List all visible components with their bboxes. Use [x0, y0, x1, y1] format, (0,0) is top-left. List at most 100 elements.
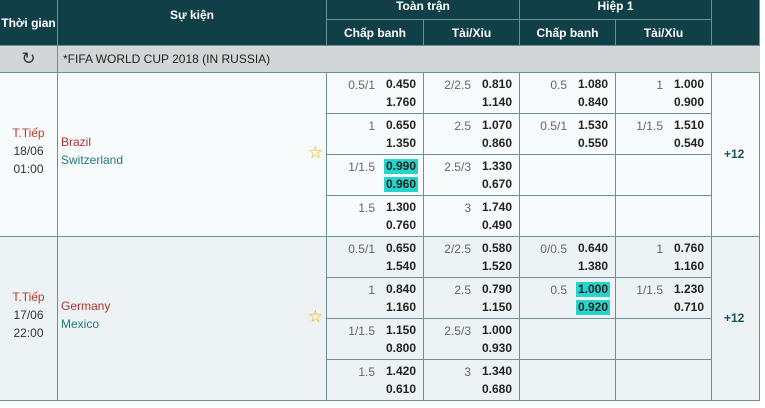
odds-cell[interactable]: 1/1.5 1.150 0.800	[327, 319, 424, 360]
odds-away[interactable]: 1.160	[385, 300, 416, 314]
odds-home[interactable]: 1.070	[481, 118, 512, 132]
odds-line: 1	[656, 78, 663, 92]
odds-cell[interactable]: 1/1.5 1.230 0.710	[616, 278, 712, 319]
odds-home[interactable]: 1.000	[481, 323, 512, 337]
odds-cell[interactable]: 2.5/3 1.330 0.670	[424, 155, 520, 196]
odds-line: 2/2.5	[444, 242, 471, 256]
odds-home[interactable]: 0.450	[385, 77, 416, 91]
odds-home[interactable]: 0.650	[385, 118, 416, 132]
odds-home[interactable]: 1.300	[385, 200, 416, 214]
odds-cell[interactable]: 1.5 1.420 0.610	[327, 360, 424, 401]
empty-odds-cell	[616, 155, 712, 196]
odds-home[interactable]: 1.000	[673, 77, 704, 91]
odds-away[interactable]: 1.150	[481, 300, 512, 314]
odds-cell[interactable]: 2/2.5 0.810 1.140	[424, 73, 520, 114]
odds-away[interactable]: 0.800	[385, 341, 416, 355]
odds-away[interactable]: 1.540	[385, 259, 416, 273]
odds-cell[interactable]: 1/1.5 1.510 0.540	[616, 114, 712, 155]
away-team[interactable]: Switzerland	[61, 153, 124, 167]
odds-home[interactable]: 0.650	[385, 241, 416, 255]
match-time-cell: T.Tiếp 17/06 22:00	[0, 237, 58, 401]
odds-cell[interactable]: 1 0.650 1.350	[327, 114, 424, 155]
header-more	[712, 0, 760, 46]
more-bets-link[interactable]: +12	[724, 311, 745, 325]
odds-away[interactable]: 0.610	[385, 382, 416, 396]
odds-cell[interactable]: 1/1.5 0.990 0.960	[327, 155, 424, 196]
odds-cell[interactable]: 0.5 1.000 0.920	[520, 278, 616, 319]
odds-home[interactable]: 1.150	[385, 323, 416, 337]
odds-home[interactable]: 0.790	[481, 282, 512, 296]
odds-home[interactable]: 0.760	[673, 241, 704, 255]
odds-home[interactable]: 1.510	[673, 118, 704, 132]
odds-home[interactable]: 1.330	[481, 159, 512, 173]
more-bets-cell: +12	[712, 73, 760, 237]
odds-line: 2.5/3	[444, 324, 471, 338]
more-bets-link[interactable]: +12	[724, 147, 745, 161]
refresh-icon[interactable]: ↻	[0, 46, 58, 72]
odds-line: 1/1.5	[636, 283, 663, 297]
odds-away[interactable]: 1.760	[385, 95, 416, 109]
odds-away[interactable]: 1.140	[481, 95, 512, 109]
favorite-star-icon[interactable]: ☆	[307, 143, 323, 162]
odds-cell[interactable]: 3 1.740 0.490	[424, 196, 520, 237]
odds-away[interactable]: 1.520	[481, 259, 512, 273]
odds-home[interactable]: 1.000	[575, 282, 610, 297]
home-team[interactable]: Brazil	[61, 135, 92, 149]
odds-cell[interactable]: 2.5 0.790 1.150	[424, 278, 520, 319]
odds-cell[interactable]: 0/0.5 0.640 1.380	[520, 237, 616, 278]
odds-away[interactable]: 0.900	[673, 95, 704, 109]
odds-cell[interactable]: 1.5 1.300 0.760	[327, 196, 424, 237]
odds-away[interactable]: 0.710	[673, 300, 704, 314]
odds-line: 3	[464, 365, 471, 379]
odds-away[interactable]: 0.490	[481, 218, 512, 232]
odds-away[interactable]: 1.160	[673, 259, 704, 273]
odds-cell[interactable]: 1 1.000 0.900	[616, 73, 712, 114]
odds-cell[interactable]: 2.5 1.070 0.860	[424, 114, 520, 155]
empty-odds-cell	[520, 319, 616, 360]
odds-home[interactable]: 1.420	[385, 364, 416, 378]
odds-home[interactable]: 0.580	[481, 241, 512, 255]
odds-away[interactable]: 0.760	[385, 218, 416, 232]
odds-cell[interactable]: 0.5/1 0.650 1.540	[327, 237, 424, 278]
away-team[interactable]: Mexico	[61, 317, 100, 331]
odds-away[interactable]: 0.860	[481, 136, 512, 150]
header-h1-handicap: Chấp banh	[520, 20, 616, 46]
odds-away[interactable]: 0.680	[481, 382, 512, 396]
odds-cell[interactable]: 0.5 1.080 0.840	[520, 73, 616, 114]
header-ft-over-under: Tài/Xỉu	[424, 20, 520, 46]
odds-away[interactable]: 0.960	[383, 177, 418, 192]
odds-home[interactable]: 1.740	[481, 200, 512, 214]
odds-home[interactable]: 1.230	[673, 282, 704, 296]
odds-home[interactable]: 0.990	[383, 159, 418, 174]
odds-home[interactable]: 1.530	[577, 118, 608, 132]
odds-home[interactable]: 0.640	[577, 241, 608, 255]
odds-away[interactable]: 1.380	[577, 259, 608, 273]
match-event-cell: Germany Mexico ☆	[58, 237, 327, 401]
odds-home[interactable]: 0.810	[481, 77, 512, 91]
odds-away[interactable]: 1.350	[385, 136, 416, 150]
odds-cell[interactable]: 0.5/1 0.450 1.760	[327, 73, 424, 114]
odds-cell[interactable]: 0.5/1 1.530 0.550	[520, 114, 616, 155]
match-date: 17/06	[13, 308, 44, 322]
empty-odds-cell	[520, 155, 616, 196]
odds-away[interactable]: 0.920	[575, 300, 610, 315]
home-team[interactable]: Germany	[61, 299, 111, 313]
odds-cell[interactable]: 1 0.840 1.160	[327, 278, 424, 319]
match-time: 22:00	[13, 326, 44, 340]
odds-cell[interactable]: 3 1.340 0.680	[424, 360, 520, 401]
odds-away[interactable]: 0.550	[577, 136, 608, 150]
label: Chấp banh	[344, 25, 406, 40]
odds-cell[interactable]: 1 0.760 1.160	[616, 237, 712, 278]
odds-away[interactable]: 0.540	[673, 136, 704, 150]
odds-away[interactable]: 0.840	[577, 95, 608, 109]
odds-away[interactable]: 0.670	[481, 177, 512, 191]
more-bets-cell: +12	[712, 237, 760, 401]
odds-home[interactable]: 1.340	[481, 364, 512, 378]
odds-cell[interactable]: 2/2.5 0.580 1.520	[424, 237, 520, 278]
odds-home[interactable]: 1.080	[577, 77, 608, 91]
odds-cell[interactable]: 2.5/3 1.000 0.930	[424, 319, 520, 360]
favorite-star-icon[interactable]: ☆	[307, 307, 323, 326]
match-date: 18/06	[13, 144, 44, 158]
odds-home[interactable]: 0.840	[385, 282, 416, 296]
odds-away[interactable]: 0.930	[481, 341, 512, 355]
